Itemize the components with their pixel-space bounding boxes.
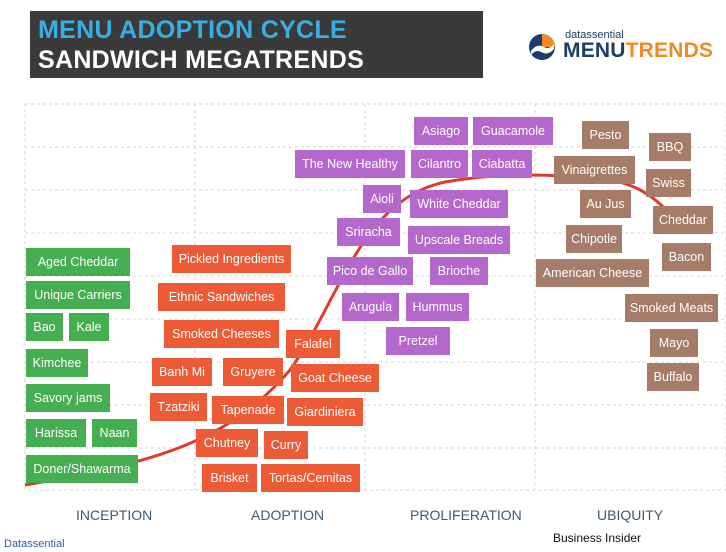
trend-box: Chutney: [196, 429, 258, 457]
logo-big-text: MENUTRENDS: [563, 39, 713, 63]
trend-box: Pesto: [582, 121, 629, 149]
trend-box: Chipotle: [566, 225, 622, 253]
trend-box: Cheddar: [653, 206, 713, 234]
trend-box: Pickled Ingredients: [172, 245, 291, 273]
title-line-2: SANDWICH MEGATRENDS: [38, 46, 365, 74]
stage-label-proliferation: PROLIFERATION: [410, 507, 522, 523]
trend-box: Kale: [69, 313, 109, 341]
trend-box: The New Healthy: [295, 150, 405, 178]
trend-box: Kimchee: [26, 349, 88, 377]
trend-box: Harissa: [26, 419, 86, 447]
trend-box: Ciabatta: [472, 150, 532, 178]
trend-box: Asiago: [414, 117, 468, 145]
trend-box: BBQ: [649, 133, 691, 161]
trend-box: Aged Cheddar: [26, 248, 130, 276]
trend-box: Falafel: [286, 330, 340, 358]
datassential-logo: datassential MENUTRENDS: [527, 29, 713, 64]
title-banner: [30, 11, 483, 78]
trend-box: Guacamole: [473, 117, 553, 145]
trend-box: Doner/Shawarma: [26, 455, 138, 483]
trend-box: American Cheese: [536, 259, 649, 287]
stage-label-inception: INCEPTION: [76, 507, 153, 523]
trend-box: Giardiniera: [287, 398, 363, 426]
trend-box: Goat Cheese: [291, 364, 379, 392]
trend-box: Brioche: [430, 257, 488, 285]
trend-box: Smoked Cheeses: [164, 320, 279, 348]
trend-box: Arugula: [342, 293, 399, 321]
trend-box: Tzatziki: [150, 393, 207, 421]
stage-label-adoption: ADOPTION: [251, 507, 325, 523]
trend-box: Bacon: [662, 243, 711, 271]
trend-box: Savory jams: [26, 384, 110, 412]
logo-menu-text: MENU: [563, 39, 626, 62]
trend-box: Vinaigrettes: [554, 156, 635, 184]
trend-box: Au Jus: [580, 190, 631, 218]
trend-box: Brisket: [202, 464, 257, 492]
trend-box: Upscale Breads: [408, 226, 510, 254]
trend-box: Cilantro: [411, 150, 468, 178]
trend-box: Aioli: [363, 185, 401, 213]
trend-box: Pretzel: [386, 327, 450, 355]
title-line-1: MENU ADOPTION CYCLE: [38, 16, 347, 44]
trend-box: Ethnic Sandwiches: [158, 283, 285, 311]
trend-box: Pico de Gallo: [327, 257, 413, 285]
trend-box: Smoked Meats: [625, 294, 718, 322]
trend-box: Swiss: [646, 169, 691, 197]
trend-box: Unique Carriers: [26, 281, 130, 309]
trend-box: Hummus: [406, 293, 469, 321]
source-caption: Datassential: [4, 538, 65, 550]
trend-box: Tortas/Cemitas: [261, 464, 360, 492]
trend-box: Tapenade: [212, 396, 284, 424]
logo-mark-icon: [529, 34, 555, 60]
trend-box: Mayo: [650, 329, 698, 357]
trend-box: Sriracha: [337, 218, 400, 246]
trend-box: Banh Mi: [152, 358, 212, 386]
logo-trends-text: TRENDS: [625, 39, 714, 62]
logo-small-text: datassential: [565, 29, 624, 41]
trend-box: Buffalo: [647, 363, 699, 391]
trend-box: Naan: [92, 419, 137, 447]
trend-box: Gruyere: [223, 358, 283, 386]
trend-box: White Cheddar: [410, 190, 508, 218]
trend-box: Curry: [264, 431, 308, 459]
trend-box: Bao: [26, 313, 63, 341]
credit-caption: Business Insider: [553, 531, 642, 545]
stage-label-ubiquity: UBIQUITY: [597, 507, 664, 523]
